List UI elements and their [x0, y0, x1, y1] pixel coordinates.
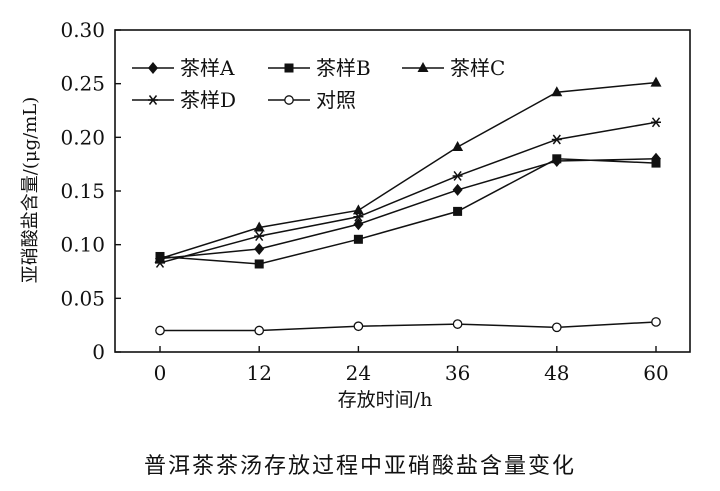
x-tick-label: 36 [445, 361, 470, 385]
chart-caption: 普洱茶茶汤存放过程中亚硝酸盐含量变化 [143, 454, 576, 479]
data-point-triangle [551, 86, 563, 97]
data-point-square [552, 154, 562, 164]
series-5 [155, 317, 661, 336]
data-point-square [254, 259, 264, 269]
data-point-triangle [253, 221, 265, 232]
series-line [159, 158, 657, 265]
data-point-circle [651, 317, 661, 327]
series-line [159, 158, 657, 260]
data-point-circle [254, 325, 265, 336]
legend-label: 茶样C [450, 56, 505, 80]
data-point-square [651, 158, 661, 168]
legend-item: 茶样B [268, 56, 371, 80]
data-point-asterisk [551, 134, 562, 145]
legend-item: 茶样A [132, 56, 235, 80]
legend-label: 茶样B [316, 56, 371, 80]
legend-item: 对照 [268, 88, 356, 112]
data-point-diamond [452, 183, 463, 196]
data-point-square [353, 234, 363, 244]
x-tick-label: 48 [544, 361, 569, 385]
chart-ticks: 0 0.05 0.10 0.15 0.20 0.25 0.30 0 12 24 36 48 60 [60, 18, 668, 385]
chart-series [154, 76, 662, 336]
data-point-circle [155, 325, 165, 336]
x-tick-label: 60 [643, 361, 668, 385]
data-point-asterisk [254, 231, 265, 242]
x-tick-label: 12 [246, 361, 271, 385]
x-tick-label: 24 [346, 361, 371, 385]
data-point-diamond [254, 242, 265, 255]
series-line [159, 121, 657, 264]
y-tick-label: 0.20 [60, 125, 105, 149]
y-tick-label: 0.15 [60, 179, 105, 203]
data-point-circle [452, 319, 463, 329]
data-point-square [453, 206, 463, 216]
line-chart: 0 0.05 0.10 0.15 0.20 0.25 0.30 0 12 24 36 48 60 茶样A… [20, 18, 691, 411]
data-point-asterisk [353, 211, 364, 222]
y-tick-label: 0.30 [60, 18, 105, 42]
data-point-diamond [148, 62, 158, 74]
y-axis-label: 亚硝酸盐含量/(μg/mL) [20, 97, 41, 283]
y-tick-label: 0.10 [60, 233, 105, 257]
data-point-asterisk [148, 95, 158, 105]
y-tick-label: 0.25 [60, 72, 105, 96]
legend-item: 茶样D [132, 88, 236, 112]
legend-label: 茶样A [180, 56, 235, 80]
y-tick-label: 0.05 [60, 286, 105, 310]
series-line [159, 81, 657, 260]
x-axis-label: 存放时间/h [338, 389, 433, 411]
legend-label: 对照 [316, 88, 356, 112]
series-1 [155, 152, 661, 265]
series-4 [155, 117, 661, 268]
y-tick-label: 0 [92, 340, 105, 364]
data-point-asterisk [452, 171, 463, 181]
data-point-triangle [417, 62, 429, 72]
legend-item: 茶样C [402, 56, 505, 80]
data-point-circle [353, 321, 364, 332]
data-point-triangle [352, 204, 364, 215]
data-point-asterisk [651, 117, 661, 128]
data-point-triangle [452, 140, 464, 151]
chart-legend: 茶样A 茶样B 茶样C 茶样D 对照 [132, 56, 505, 112]
data-point-circle [284, 95, 294, 105]
data-point-diamond [353, 218, 364, 231]
series-line [160, 321, 657, 332]
data-point-triangle [650, 76, 662, 87]
data-point-asterisk [155, 257, 165, 268]
data-point-circle [551, 322, 562, 333]
x-tick-label: 0 [154, 361, 167, 385]
data-point-square [284, 63, 294, 73]
legend-label: 茶样D [180, 88, 236, 112]
